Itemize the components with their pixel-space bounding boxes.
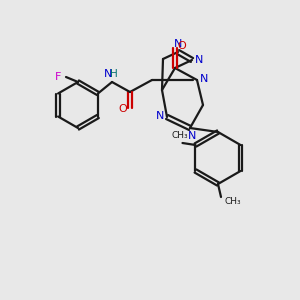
Text: N: N: [188, 131, 196, 141]
Text: CH₃: CH₃: [225, 196, 241, 206]
Text: F: F: [55, 72, 61, 82]
Text: N: N: [156, 111, 164, 121]
Text: H: H: [110, 69, 118, 79]
Text: N: N: [104, 69, 112, 79]
Text: N: N: [174, 39, 182, 49]
Text: N: N: [200, 74, 208, 84]
Text: O: O: [178, 41, 186, 51]
Text: CH₃: CH₃: [171, 130, 188, 140]
Text: N: N: [195, 55, 203, 65]
Text: O: O: [118, 104, 127, 114]
